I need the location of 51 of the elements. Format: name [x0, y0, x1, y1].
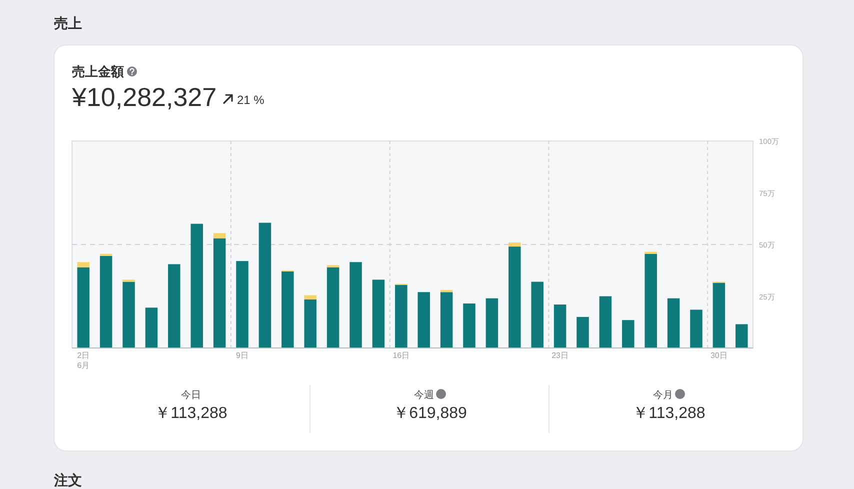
- x-tick-label: 2日: [77, 351, 90, 360]
- bar: [258, 222, 272, 348]
- text: 今日: [181, 389, 201, 401]
- bar: [576, 316, 589, 348]
- text: 今週: [414, 389, 434, 401]
- bar: [236, 261, 248, 348]
- bar: [304, 299, 316, 348]
- bar: [644, 254, 657, 348]
- bar: [122, 282, 135, 348]
- bar: [712, 282, 726, 348]
- text: 今月: [653, 389, 673, 401]
- bar: [326, 267, 340, 348]
- bar: [690, 310, 702, 348]
- bar: [622, 320, 634, 348]
- bar: [508, 242, 521, 247]
- bar: [190, 224, 203, 348]
- x-tick-label: 16日: [392, 351, 410, 360]
- bar: [554, 304, 566, 348]
- bar: [168, 264, 180, 348]
- bar: [395, 284, 408, 348]
- bar: [213, 233, 226, 238]
- bar: [350, 262, 362, 348]
- text: 6月: [77, 361, 90, 370]
- bar: [508, 246, 521, 348]
- bar: [667, 298, 680, 348]
- text: ¥10,282,327: [71, 82, 217, 112]
- bar: [418, 292, 430, 348]
- bar: [77, 267, 90, 348]
- bar: [304, 295, 316, 300]
- bar: [463, 303, 476, 348]
- chart-title: 売上: [54, 15, 82, 31]
- bar: [145, 308, 158, 348]
- text: ￥113,288: [154, 405, 228, 422]
- bar: [372, 280, 385, 348]
- text: ￥619,889: [393, 405, 468, 422]
- x-tick-label: 23日: [552, 351, 569, 360]
- bar: [531, 282, 544, 348]
- bar: [282, 271, 294, 348]
- bar: [736, 324, 748, 348]
- bar: [213, 238, 226, 348]
- bar: [486, 298, 498, 348]
- x-tick-label: 30日: [710, 351, 728, 360]
- text: 21 %: [237, 93, 265, 107]
- bar: [77, 262, 90, 268]
- chart-subtitle: 売上金額: [72, 64, 124, 79]
- bar: [100, 256, 112, 348]
- x-tick-label: 9日: [236, 351, 248, 360]
- bar: [599, 296, 612, 348]
- text: ￥113,288: [632, 405, 706, 422]
- bar: [440, 292, 453, 348]
- text: 注文: [53, 472, 82, 488]
